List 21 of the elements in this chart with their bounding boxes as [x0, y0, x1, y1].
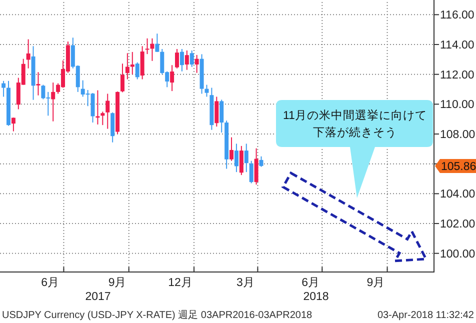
text: 2017: [85, 291, 111, 303]
x-tick-label: 3月: [236, 276, 255, 289]
y-tick-label: 108.00: [440, 129, 476, 142]
text: 2018: [303, 291, 329, 303]
x-tick-label: 12月: [168, 276, 193, 289]
x-tick-label: 6月: [41, 276, 60, 289]
price-tag: 105.86: [435, 158, 476, 173]
text: 03-Apr-2018 11:32:42: [377, 310, 474, 321]
y-tick-label: 100.00: [440, 248, 476, 260]
x-tick-label: 6月: [302, 276, 320, 289]
text: USDJPY Currency (USD-JPY X-RATE) 週足 03APR2016-03APR2018: [2, 310, 313, 321]
y-tick-label: 102.00: [440, 218, 476, 231]
y-tick-label: 112.00: [440, 69, 474, 82]
y-tick-label: 110.00: [440, 99, 474, 112]
annotation: 11月の米中間選挙に向けて: [283, 108, 427, 122]
y-tick-label: 116.00: [440, 10, 474, 22]
y-tick-label: 104.00: [440, 188, 476, 201]
annotation: 下落が続きそう: [313, 126, 397, 139]
y-tick-label: 114.00: [440, 40, 474, 52]
x-tick-label: 9月: [108, 276, 127, 289]
x-tick-label: 9月: [366, 276, 386, 289]
